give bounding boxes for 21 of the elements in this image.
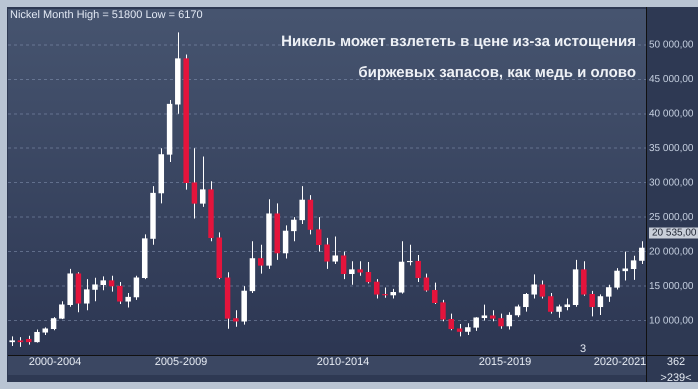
y-tick-label: 10 000,00 [649, 315, 694, 326]
text: Никель может взлететь в цене из-за истощения биржевых запасов, как медь и олово [280, 32, 636, 83]
y-tick-label: 45 000,00 [649, 74, 694, 86]
text: 2005-2009 [154, 356, 208, 368]
text: 20 535,00 [649, 228, 698, 238]
y-tick-label: 15 000,00 [649, 280, 694, 292]
chart-title: Nickel Month High = 51800 Low = 6170 [10, 9, 203, 21]
y-tick-label: 30 000,00 [649, 177, 694, 188]
y-tick-label: 25 000,00 [649, 212, 694, 223]
text: >239< [660, 372, 692, 384]
text: 2010-2014 [316, 356, 370, 368]
text: 2020-2021 [594, 356, 646, 368]
text: 2000-2004 [28, 356, 82, 368]
candlestick [50, 316, 56, 331]
y-tick-label: 40 000,00 [649, 108, 694, 120]
y-tick-label: 50 000,00 [649, 40, 694, 51]
text: 362 [666, 356, 686, 368]
text: 2015-2019 [478, 356, 532, 368]
annotation: 3 [580, 343, 586, 355]
y-tick-label: 35 000,00 [649, 142, 694, 154]
y-tick-label: 20 000,00 [649, 246, 694, 258]
